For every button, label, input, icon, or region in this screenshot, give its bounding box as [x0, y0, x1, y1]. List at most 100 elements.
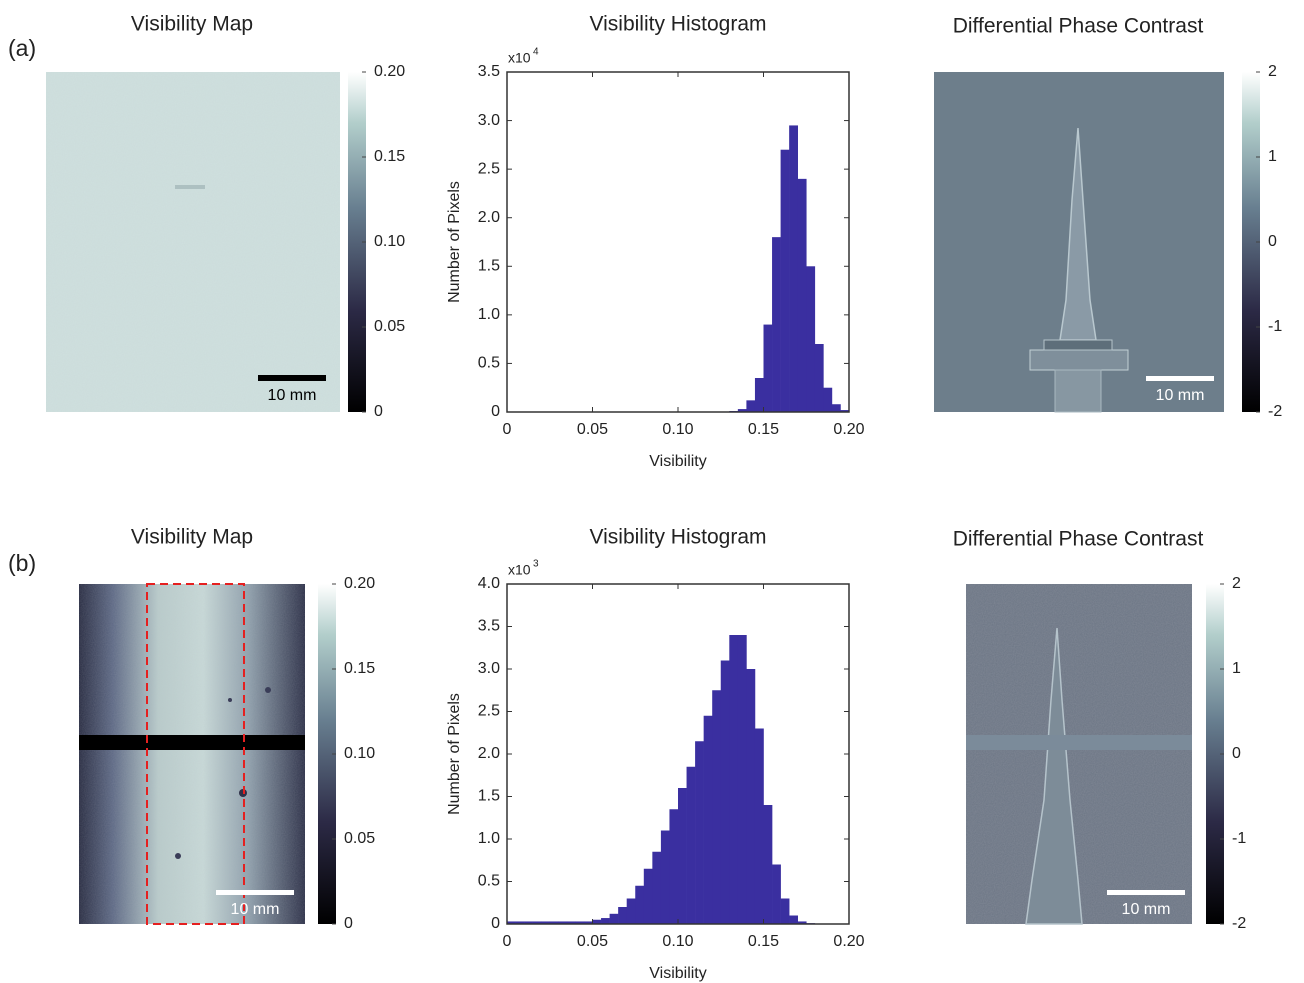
y-tick-label: 3.5 — [478, 618, 500, 635]
x-axis-label: Visibility — [649, 965, 707, 982]
scale-bar-label: 10 mm — [1156, 387, 1205, 404]
x-tick-label: 0 — [503, 933, 512, 950]
y-tick-label: 2.0 — [478, 745, 500, 762]
colorbar-tick-label: 0.05 — [344, 830, 375, 847]
histogram-bar — [789, 125, 798, 412]
x-tick-label: 0.20 — [833, 933, 864, 950]
histogram-bar — [566, 921, 576, 924]
x-tick-label: 0.05 — [577, 421, 608, 438]
scale-bar-label: 10 mm — [268, 387, 317, 404]
y-tick-label: 3.0 — [478, 112, 500, 129]
panel-label: (b) — [8, 550, 36, 576]
y-tick-label: 2.5 — [478, 160, 500, 177]
chart-title: Differential Phase Contrast — [953, 528, 1204, 551]
x-tick-label: 0 — [503, 421, 512, 438]
x-axis-label: Visibility — [649, 453, 707, 470]
colorbar — [348, 72, 366, 412]
colorbar-tick-label: -2 — [1232, 915, 1246, 932]
histogram-bar — [754, 378, 764, 412]
y-tick-label: 1.5 — [478, 788, 500, 805]
histogram-bar — [797, 178, 807, 412]
dpc-image-a — [934, 72, 1224, 413]
histogram-bar — [618, 907, 627, 924]
histogram-bar — [840, 410, 850, 412]
histogram-bar — [575, 921, 585, 924]
y-tick-label: 2.0 — [478, 209, 500, 226]
x-tick-label: 0.10 — [662, 421, 693, 438]
colorbar-tick-label: 0.10 — [374, 233, 405, 250]
colorbar-tick-label: -1 — [1268, 318, 1282, 335]
histogram-bar — [737, 409, 747, 412]
histogram-bar — [583, 921, 593, 924]
histogram-bar — [678, 788, 687, 924]
y-tick-label: 0 — [491, 915, 500, 932]
chart-title: Differential Phase Contrast — [953, 15, 1204, 38]
histogram-bar — [635, 885, 645, 924]
histogram-bar — [780, 149, 790, 412]
histogram-bar — [831, 404, 841, 412]
y-tick-label: 1.0 — [478, 830, 500, 847]
x-tick-label: 0.20 — [833, 421, 864, 438]
y-tick-label: 0 — [491, 403, 500, 420]
histogram-bar — [772, 864, 781, 924]
y-tick-label: 4.0 — [478, 575, 500, 592]
histogram-bar — [772, 237, 781, 412]
colorbar — [318, 584, 336, 924]
histogram-bar — [746, 669, 756, 924]
histogram-bar — [720, 660, 730, 924]
visibility-map-b — [79, 583, 305, 925]
scale-bar-label: 10 mm — [1122, 901, 1171, 918]
y-multiplier-exponent: 3 — [533, 559, 539, 570]
y-tick-label: 3.0 — [478, 660, 500, 677]
colorbar-tick-label: 2 — [1232, 575, 1241, 592]
histogram-bar — [763, 324, 773, 412]
colorbar-tick-label: 0 — [1232, 745, 1241, 762]
histogram-bar — [746, 400, 756, 412]
histogram-bar — [524, 921, 533, 924]
histogram-bar — [558, 921, 568, 924]
histogram-bar — [652, 851, 662, 924]
colorbar-tick-label: 1 — [1268, 148, 1277, 165]
histogram-bar — [609, 913, 619, 924]
histogram-bar — [532, 921, 542, 924]
y-multiplier: x10 — [508, 562, 531, 578]
histogram-bar — [669, 809, 679, 924]
colorbar-tick-label: 0.15 — [344, 660, 375, 677]
y-tick-label: 1.0 — [478, 306, 500, 323]
histogram-bar — [626, 898, 636, 924]
histogram-bar — [686, 766, 696, 924]
dpc-image-b — [966, 584, 1192, 925]
colorbar-tick-label: -1 — [1232, 830, 1246, 847]
y-tick-label: 3.5 — [478, 63, 500, 80]
colorbar-tick-label: 0 — [344, 915, 353, 932]
visibility-map-a — [46, 72, 340, 412]
histogram-bar — [763, 805, 773, 924]
y-tick-label: 0.5 — [478, 873, 500, 890]
histogram-bar — [814, 344, 824, 412]
histogram-bar — [592, 919, 602, 924]
y-tick-label: 0.5 — [478, 355, 500, 372]
histogram-bar — [806, 266, 816, 412]
y-tick-label: 2.5 — [478, 703, 500, 720]
colorbar — [1206, 584, 1224, 924]
panel-label: (a) — [8, 35, 36, 61]
histogram-bar — [754, 728, 764, 924]
scale-bar — [258, 375, 326, 381]
x-tick-label: 0.15 — [748, 933, 779, 950]
x-tick-label: 0.05 — [577, 933, 608, 950]
histogram-bar — [549, 921, 559, 924]
colorbar-tick-label: 0.20 — [374, 63, 405, 80]
histogram-bar — [515, 921, 525, 924]
histogram-bar — [643, 868, 653, 924]
colorbar-tick-label: 0.05 — [374, 318, 405, 335]
histogram-bar — [507, 921, 516, 924]
y-multiplier: x10 — [508, 50, 531, 66]
colorbar — [1242, 72, 1260, 412]
y-axis-label: Number of Pixels — [446, 181, 463, 303]
chart-title: Visibility Histogram — [590, 526, 767, 549]
histogram-bar — [797, 921, 807, 924]
histogram-bar — [601, 918, 610, 924]
histogram-bar — [823, 387, 833, 412]
histogram-bar — [729, 635, 739, 924]
